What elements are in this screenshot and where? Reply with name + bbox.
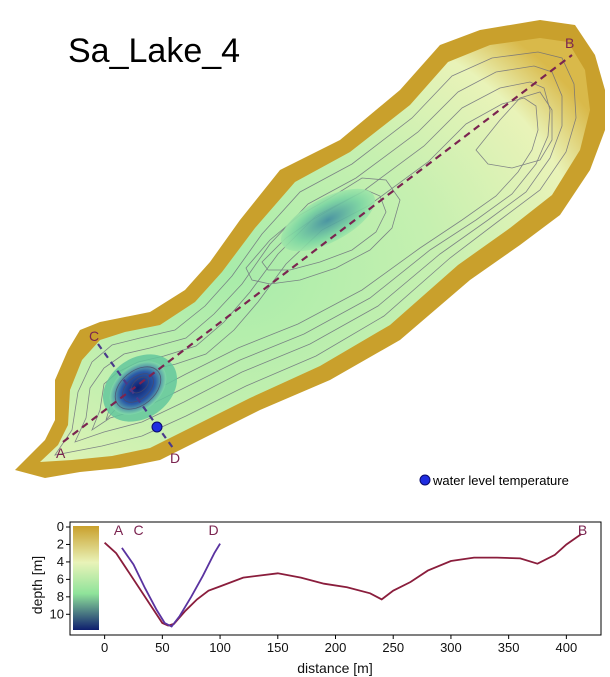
legend-marker xyxy=(419,474,431,486)
x-tick-label: 400 xyxy=(556,640,578,655)
station-label-b: B xyxy=(565,35,574,51)
x-tick-label: 100 xyxy=(209,640,231,655)
profile-label-c: C xyxy=(133,522,143,538)
y-axis: 0 2 4 6 8 10 xyxy=(50,519,70,621)
x-axis: 0 50 100 150 200 250 300 350 400 xyxy=(101,635,577,655)
temperature-point xyxy=(151,421,163,433)
profile-line-c-d xyxy=(121,543,221,628)
profile-label-a: A xyxy=(114,522,124,538)
profile-lines xyxy=(103,533,582,628)
y-tick-label: 8 xyxy=(57,589,64,604)
x-tick-label: 250 xyxy=(382,640,404,655)
profile-label-b: B xyxy=(578,522,587,538)
y-tick-label: 6 xyxy=(57,571,64,586)
station-label-c: C xyxy=(89,328,99,344)
map-title: Sa_Lake_4 xyxy=(68,32,240,70)
x-axis-title: distance [m] xyxy=(297,660,372,676)
transect-a-b xyxy=(62,54,573,443)
plot-frame xyxy=(69,521,602,636)
y-tick-label: 0 xyxy=(57,519,64,534)
profile-label-d: D xyxy=(209,522,219,538)
depth-colorbar xyxy=(73,526,99,630)
lake-map: A B C D Sa_Lake_4 water level temperatur… xyxy=(15,20,605,488)
x-tick-label: 50 xyxy=(155,640,169,655)
y-axis-title: depth [m] xyxy=(29,556,45,614)
legend-label: water level temperature xyxy=(432,473,569,488)
x-tick-label: 0 xyxy=(101,640,108,655)
mid-basin xyxy=(280,188,376,252)
station-label-d: D xyxy=(170,450,180,466)
profile-line-a-b xyxy=(103,533,582,627)
station-label-a: A xyxy=(56,445,66,461)
x-tick-label: 350 xyxy=(498,640,520,655)
x-tick-label: 200 xyxy=(325,640,347,655)
x-tick-label: 300 xyxy=(440,640,462,655)
y-tick-label: 2 xyxy=(57,536,64,551)
x-tick-label: 150 xyxy=(267,640,289,655)
y-tick-label: 10 xyxy=(50,606,64,621)
y-tick-label: 4 xyxy=(57,554,64,569)
